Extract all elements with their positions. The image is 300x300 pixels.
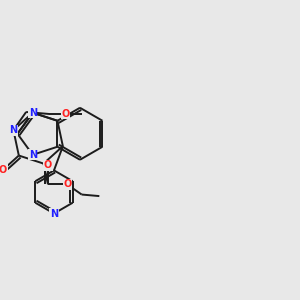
Text: O: O — [63, 179, 71, 189]
Text: N: N — [50, 208, 58, 218]
Text: N: N — [29, 150, 37, 160]
Text: O: O — [61, 109, 69, 119]
Text: N: N — [29, 108, 37, 118]
Text: O: O — [44, 160, 52, 170]
Text: N: N — [9, 125, 17, 135]
Text: O: O — [0, 165, 7, 175]
